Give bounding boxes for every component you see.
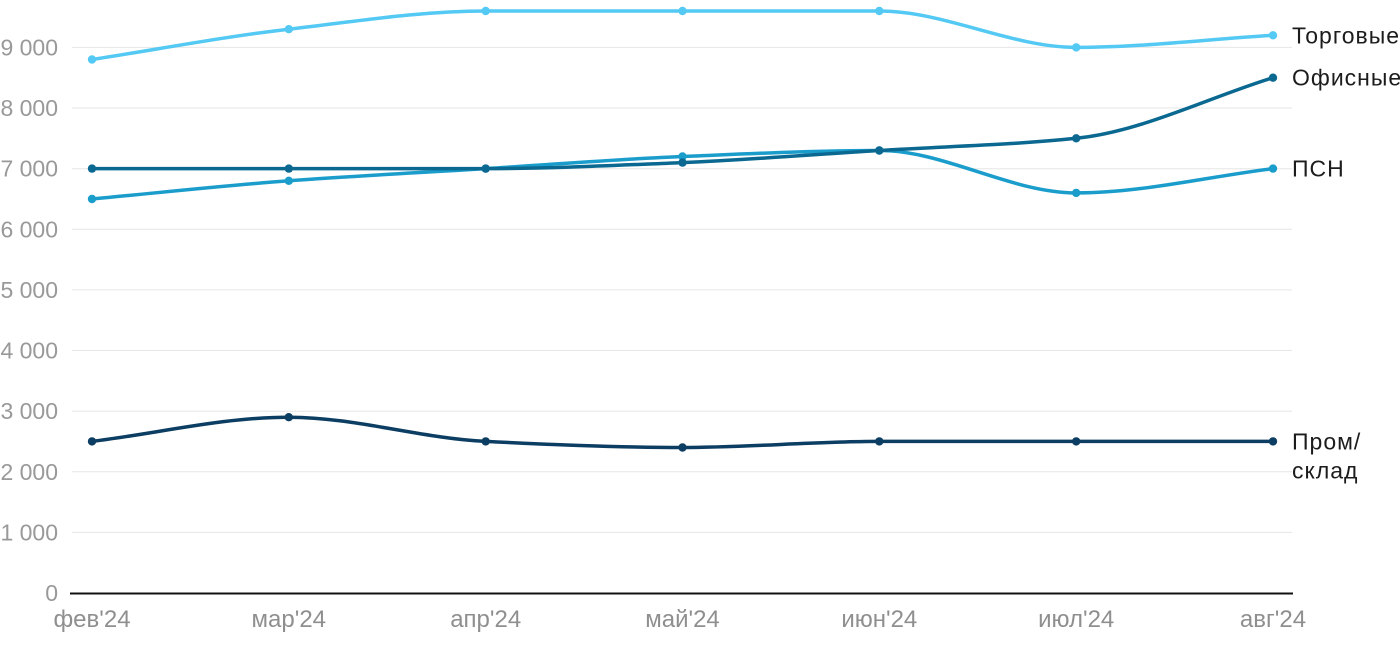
svg-text:7 000: 7 000 (0, 156, 58, 182)
svg-text:Торговые: Торговые (1292, 22, 1400, 48)
svg-text:июл'24: июл'24 (1038, 606, 1114, 633)
svg-text:авг'24: авг'24 (1240, 606, 1306, 633)
svg-text:склад: склад (1292, 457, 1358, 483)
svg-text:ПСН: ПСН (1292, 156, 1345, 182)
svg-text:0: 0 (45, 580, 58, 606)
svg-text:апр'24: апр'24 (450, 606, 521, 633)
svg-text:1 000: 1 000 (0, 519, 58, 545)
svg-text:2 000: 2 000 (0, 459, 58, 485)
svg-text:6 000: 6 000 (0, 216, 58, 242)
svg-text:4 000: 4 000 (0, 338, 58, 364)
svg-text:июн'24: июн'24 (841, 606, 917, 633)
svg-text:8 000: 8 000 (0, 95, 58, 121)
svg-text:9 000: 9 000 (0, 34, 58, 60)
svg-text:мар'24: мар'24 (252, 606, 326, 633)
svg-text:май'24: май'24 (645, 606, 720, 633)
svg-text:3 000: 3 000 (0, 398, 58, 424)
svg-text:Пром/: Пром/ (1292, 428, 1361, 454)
svg-text:фев'24: фев'24 (53, 606, 130, 633)
svg-text:Офисные: Офисные (1292, 65, 1400, 91)
svg-text:5 000: 5 000 (0, 277, 58, 303)
